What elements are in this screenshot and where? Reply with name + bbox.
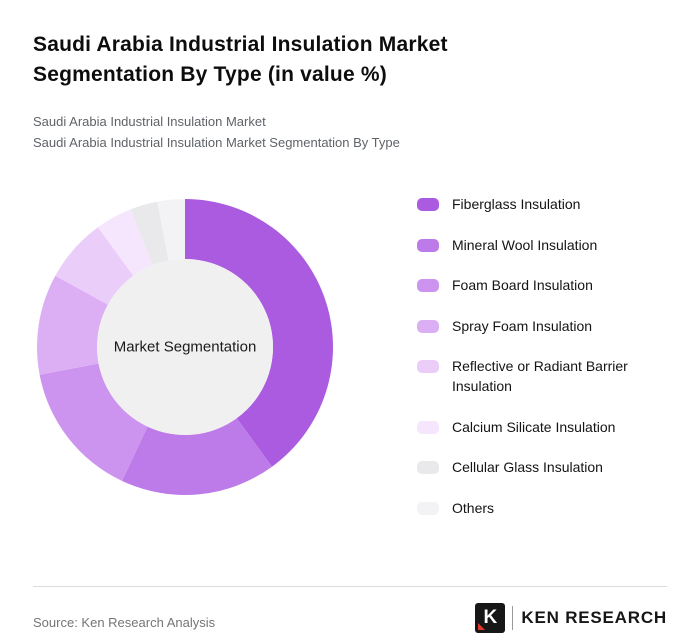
legend-label: Spray Foam Insulation xyxy=(452,317,593,334)
legend-label: Mineral Wool Insulation xyxy=(452,236,598,253)
source-text: Source: Ken Research Analysis xyxy=(33,615,216,631)
legend-item: Reflective or Radiant Barrier Insulation xyxy=(417,357,667,396)
subtitle-block: Saudi Arabia Industrial Insulation Marke… xyxy=(33,111,667,153)
logo-k-letter: K xyxy=(483,607,498,629)
donut-segment-1 xyxy=(121,418,272,495)
legend-label: Fiberglass Insulation xyxy=(452,195,581,212)
subtitle-line-1: Saudi Arabia Industrial Insulation Marke… xyxy=(33,113,266,129)
legend-item: Mineral Wool Insulation xyxy=(417,236,667,256)
legend-item: Spray Foam Insulation xyxy=(417,317,667,337)
page-title: Saudi Arabia Industrial Insulation Marke… xyxy=(33,33,448,87)
ken-research-logo: K KEN RESEARCH xyxy=(475,603,667,637)
legend-label: Others xyxy=(452,499,495,516)
subtitle-line-2: Saudi Arabia Industrial Insulation Marke… xyxy=(33,134,400,150)
logo-wordmark: KEN RESEARCH xyxy=(521,608,667,628)
donut-chart: Market Segmentation xyxy=(35,197,335,497)
legend-item: Foam Board Insulation xyxy=(417,276,667,296)
footer-divider xyxy=(33,586,667,588)
legend-swatch xyxy=(417,420,439,434)
chart-legend: Fiberglass Insulation Mineral Wool Insula… xyxy=(417,195,667,539)
donut-segment-4 xyxy=(55,227,134,305)
legend-swatch xyxy=(417,279,439,293)
donut-segment-6 xyxy=(130,201,169,266)
logo-k-icon: K xyxy=(475,603,506,634)
legend-swatch xyxy=(417,197,439,211)
legend-swatch xyxy=(417,319,439,333)
donut-segment-3 xyxy=(37,275,108,375)
logo-separator xyxy=(512,606,514,631)
legend-label: Foam Board Insulation xyxy=(452,277,593,294)
donut-center-circle xyxy=(97,258,273,435)
legend-swatch xyxy=(417,238,439,252)
footer: Source: Ken Research Analysis K KEN RESE… xyxy=(33,603,667,637)
legend-swatch xyxy=(417,501,439,515)
legend-label: Reflective or Radiant Barrier Insulation xyxy=(452,358,628,394)
legend-item: Others xyxy=(417,499,667,519)
donut-center-label: Market Segmentation xyxy=(113,338,257,356)
legend-item: Calcium Silicate Insulation xyxy=(417,418,667,438)
legend-item: Fiberglass Insulation xyxy=(417,195,667,215)
legend-label: Cellular Glass Insulation xyxy=(452,459,603,476)
chart-area: Market Segmentation Fiberglass Insulatio… xyxy=(33,195,667,539)
donut-segment-7 xyxy=(157,198,185,261)
legend-label: Calcium Silicate Insulation xyxy=(452,418,616,435)
legend-swatch xyxy=(417,360,439,374)
legend-item: Cellular Glass Insulation xyxy=(417,458,667,478)
donut-segment-5 xyxy=(98,209,153,276)
donut-svg xyxy=(37,198,333,495)
legend-swatch xyxy=(417,461,439,475)
donut-segment-0 xyxy=(185,198,333,467)
donut-segment-2 xyxy=(39,363,148,481)
